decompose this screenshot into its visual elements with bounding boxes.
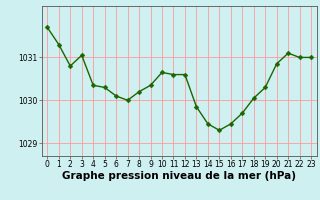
X-axis label: Graphe pression niveau de la mer (hPa): Graphe pression niveau de la mer (hPa) <box>62 171 296 181</box>
